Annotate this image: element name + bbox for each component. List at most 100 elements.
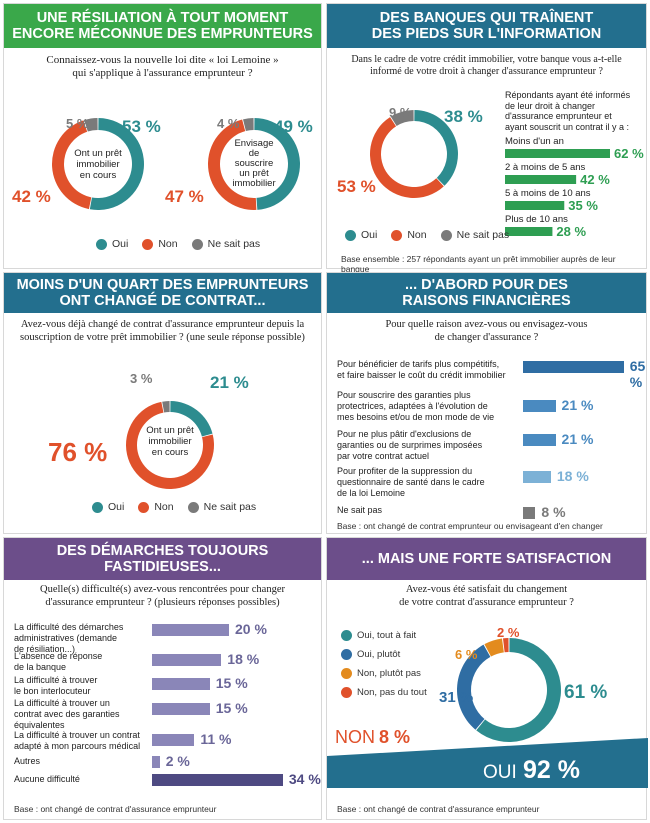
value-label-non: 76 % <box>48 437 107 467</box>
side-note-line: de leur droit à changer <box>505 100 596 111</box>
legend-label: Non <box>407 229 427 241</box>
oui-band <box>327 738 648 788</box>
bar-value-label: 62 % <box>614 146 644 161</box>
donut-slice-ne-sait-pas <box>243 118 254 131</box>
bar <box>523 471 551 483</box>
donut-slice-oui <box>89 118 144 210</box>
legend: Oui Non Ne sait pas <box>96 238 260 250</box>
panel-banques: DES BANQUES QUI TRAÎNENT DES PIEDS SUR L… <box>326 3 647 274</box>
legend-dot <box>341 687 352 698</box>
satisfaction-legend: Oui, tout à fait Oui, plutôt Non, plutôt p… <box>341 630 427 706</box>
value-label-non: 53 % <box>337 177 376 196</box>
title-line: ... D'ABORD POUR DES <box>405 277 568 293</box>
title-line: ONT CHANGÉ DE CONTRAT... <box>59 293 266 309</box>
donut-slice-ne-sait-pas <box>84 118 98 132</box>
bar-value-label: 42 % <box>580 172 610 187</box>
donut-center-line: souscrire <box>235 158 274 169</box>
question-line: Avez-vous déjà changé de contrat d'assur… <box>20 319 305 330</box>
bar-category-label: Moins d'un an <box>505 136 564 147</box>
panel-title: MOINS D'UN QUART DES EMPRUNTEURS ONT CHA… <box>4 273 321 313</box>
bar-category-label: La difficulté à trouver un contrat avec d… <box>14 698 120 731</box>
bar-value-label: 20 % <box>235 621 267 637</box>
value-label-oui-tout-a-fait: 61 % <box>564 682 607 703</box>
bar-category-label: Pour ne plus pâtir d'exclusions de garant… <box>337 429 482 462</box>
question: Pour quelle raison avez-vous ou envisage… <box>335 319 638 344</box>
legend-item-non: Non <box>142 238 178 250</box>
title-line: UNE RÉSILIATION À TOUT MOMENT <box>36 10 289 26</box>
question: Avez-vous été satisfait du changement de… <box>335 584 638 609</box>
question-line: informé de votre droit à changer d'assur… <box>370 66 603 77</box>
legend-item-non: Non <box>391 229 427 241</box>
bar-value-label: 21 % <box>561 431 594 447</box>
legend-dot <box>187 501 199 513</box>
title-line: RAISONS FINANCIÈRES <box>402 293 571 309</box>
bar-category-line: La difficulté à trouver un <box>14 698 110 708</box>
donut-chart: Ont un prêt immobilier en cours 21 % 76 … <box>48 371 249 489</box>
bar-category-line: Autres <box>14 756 41 766</box>
value-label-nsp: 4 % <box>217 116 240 131</box>
legend-label: Ne sait pas <box>203 501 257 513</box>
legend-item-oui: Oui <box>345 229 377 241</box>
bar-category-line: administratives (demande <box>14 633 118 643</box>
bar-category-label: La difficulté des démarches administrativ… <box>14 622 123 655</box>
donut-slice-oui <box>414 110 458 186</box>
legend-dot <box>142 238 154 250</box>
bar <box>505 149 610 158</box>
donut-center-line: un prêt <box>239 168 269 179</box>
bar-category-label: Pour bénéficier de tarifs plus compétiti… <box>337 359 506 381</box>
value-label-nsp: 9 % <box>389 105 412 120</box>
legend-dot <box>341 668 352 679</box>
donut-slice-non <box>207 119 257 211</box>
donut-center-line: Ont un prêt <box>146 425 194 436</box>
side-note-line: d'assurance emprunteur et <box>505 111 612 121</box>
legend-label: Non, plutôt pas <box>357 668 421 679</box>
bar-category-line: Pour souscrire des garanties plus <box>337 390 471 400</box>
legend-label: Ne sait pas <box>456 229 510 241</box>
bar <box>523 361 624 373</box>
bar-category-line: La difficulté des démarches <box>14 622 124 632</box>
question: Avez-vous déjà changé de contrat d'assur… <box>12 319 313 344</box>
bar-category-label: Aucune difficulté <box>14 774 80 785</box>
bar-category-line: La difficulté à trouver <box>14 675 98 685</box>
donut-slice-oui <box>170 401 213 437</box>
panel-loi-lemoine: UNE RÉSILIATION À TOUT MOMENT ENCORE MÉC… <box>3 3 322 269</box>
bar <box>523 507 536 519</box>
oui-total-label: OUI <box>483 762 517 783</box>
bar-category-line: La difficulté à trouver un contrat <box>14 730 140 740</box>
bar-value-label: 15 % <box>215 675 248 691</box>
legend-dot <box>191 238 203 250</box>
bar <box>523 434 556 446</box>
donut-slice-oui-tout-a-fait <box>476 638 561 742</box>
donut-slice-ne-sait-pas <box>390 110 414 126</box>
question-line: qui s'applique à l'assurance emprunteur … <box>72 67 253 79</box>
title-line: DES BANQUES QUI TRAÎNENT <box>379 10 594 26</box>
bar <box>505 227 553 236</box>
legend-dot <box>345 229 356 241</box>
non-total-value: 8 % <box>379 727 410 747</box>
bar-value-label: 21 % <box>561 397 594 413</box>
side-note-line: Répondants ayant été informés <box>505 90 631 100</box>
legend-label: Oui, plutôt <box>357 649 401 660</box>
legend-item-non: Non <box>138 501 174 513</box>
bar-category-label: La difficulté à trouver le bon interlocut… <box>14 675 97 697</box>
bar-category-line: de résiliation...) <box>14 644 76 654</box>
legend-label: Oui <box>112 238 129 250</box>
legend-label: Non, pas du tout <box>357 687 427 698</box>
legend-label: Oui <box>108 501 125 513</box>
panel-title: UNE RÉSILIATION À TOUT MOMENT ENCORE MÉC… <box>4 4 321 48</box>
donut-charts: Ont un prêt immobilier en cours Envisage… <box>12 116 313 211</box>
bar <box>152 774 283 786</box>
question-line: Connaissez-vous la nouvelle loi dite « l… <box>46 54 279 66</box>
bar-category-line: de la banque <box>14 662 67 672</box>
panel-title: ... MAIS UNE FORTE SATISFACTION <box>327 538 646 580</box>
bar-category-label: 5 à moins de 10 ans <box>505 188 591 199</box>
value-label-oui-plutot: 31 % <box>439 689 473 706</box>
question-line: souscription de votre prêt immobilier ? … <box>20 331 305 343</box>
question-line: Dans le cadre de votre crédit immobilier… <box>351 54 622 65</box>
title-line: MOINS D'UN QUART DES EMPRUNTEURS <box>16 277 309 293</box>
legend-dot <box>138 501 150 513</box>
panel-title: ... D'ABORD POUR DES RAISONS FINANCIÈRES <box>327 273 646 313</box>
bar <box>505 201 565 210</box>
legend-item: Oui, tout à fait <box>341 630 427 641</box>
panel-satisfaction: ... MAIS UNE FORTE SATISFACTION Avez-vou… <box>326 537 648 820</box>
